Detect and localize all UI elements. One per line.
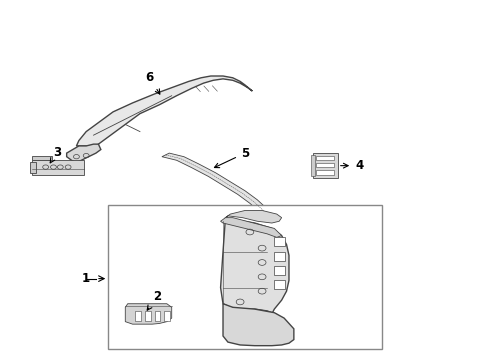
Bar [145, 311, 151, 321]
Bar [30, 162, 36, 173]
Text: 2: 2 [147, 290, 161, 310]
Bar [274, 237, 285, 246]
Text: 4: 4 [341, 159, 363, 172]
Bar [317, 163, 334, 167]
Bar [164, 311, 170, 321]
Text: 3: 3 [50, 146, 61, 163]
Bar [317, 170, 334, 175]
Bar [108, 205, 382, 348]
Polygon shape [76, 76, 252, 146]
Polygon shape [220, 218, 282, 237]
Polygon shape [220, 218, 289, 332]
Bar [155, 311, 160, 321]
Text: 1: 1 [82, 272, 90, 285]
Bar [274, 266, 285, 275]
Polygon shape [67, 144, 101, 163]
Bar [317, 156, 334, 160]
Bar [311, 155, 315, 176]
Polygon shape [125, 304, 172, 324]
Bar [135, 311, 141, 321]
Bar [32, 156, 52, 159]
Polygon shape [223, 304, 294, 346]
Polygon shape [225, 211, 282, 223]
Bar [32, 159, 84, 175]
Text: 5: 5 [215, 147, 249, 168]
Bar [274, 252, 285, 261]
Text: 6: 6 [146, 71, 160, 94]
Bar [314, 153, 338, 178]
Polygon shape [162, 153, 272, 220]
Bar [274, 280, 285, 289]
